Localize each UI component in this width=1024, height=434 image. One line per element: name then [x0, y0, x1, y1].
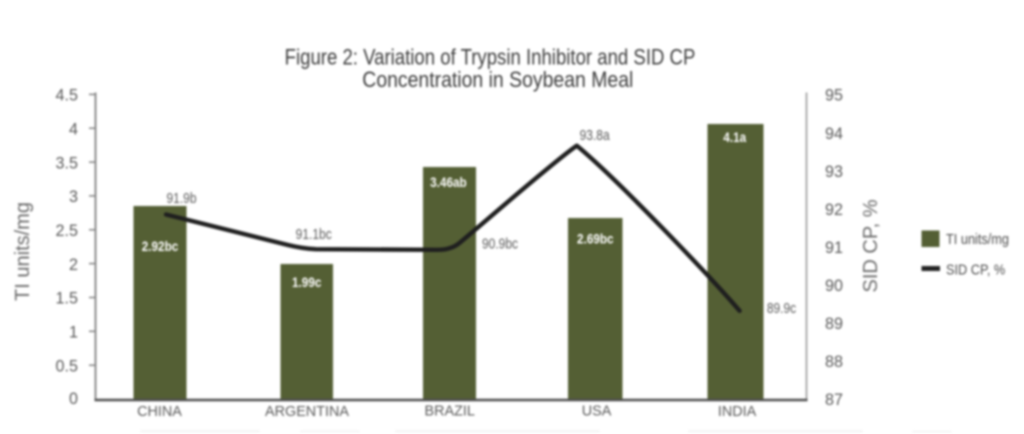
- svg-text:2.69bc: 2.69bc: [577, 232, 614, 247]
- svg-text:INDIA: INDIA: [718, 404, 757, 420]
- svg-text:SID CP, %: SID CP, %: [946, 260, 1005, 277]
- svg-text:3: 3: [69, 187, 78, 206]
- svg-text:2.92bc: 2.92bc: [142, 239, 179, 254]
- svg-text:4: 4: [69, 119, 78, 138]
- svg-text:CHINA: CHINA: [137, 404, 182, 420]
- svg-text:95: 95: [825, 85, 843, 104]
- svg-text:TI units/mg: TI units/mg: [12, 202, 34, 301]
- svg-text:87: 87: [825, 390, 843, 409]
- svg-text:94: 94: [825, 123, 843, 142]
- svg-text:91.9b: 91.9b: [166, 190, 196, 207]
- svg-text:TI units/mg: TI units/mg: [946, 230, 1009, 247]
- svg-text:93: 93: [825, 161, 843, 180]
- svg-text:90.9bc: 90.9bc: [482, 235, 518, 252]
- svg-text:USA: USA: [582, 403, 612, 419]
- svg-text:4.5: 4.5: [56, 85, 78, 104]
- svg-text:91: 91: [825, 238, 843, 257]
- svg-text:0.5: 0.5: [56, 356, 78, 375]
- svg-text:93.8a: 93.8a: [580, 127, 610, 144]
- svg-text:4.1a: 4.1a: [723, 130, 747, 145]
- svg-text:89.9c: 89.9c: [767, 300, 797, 317]
- svg-text:89: 89: [825, 314, 843, 333]
- svg-text:3.5: 3.5: [56, 153, 78, 172]
- svg-text:2: 2: [69, 254, 78, 273]
- svg-text:Figure 2: Variation of Trypsin: Figure 2: Variation of Trypsin Inhibitor…: [285, 46, 696, 70]
- svg-text:88: 88: [825, 352, 843, 371]
- svg-text:91.1bc: 91.1bc: [296, 226, 332, 243]
- svg-text:BRAZIL: BRAZIL: [425, 403, 475, 419]
- svg-text:92: 92: [825, 200, 843, 219]
- svg-text:3.46ab: 3.46ab: [430, 175, 467, 190]
- svg-text:1.99c: 1.99c: [292, 275, 321, 290]
- svg-text:0: 0: [69, 389, 78, 408]
- svg-text:1.5: 1.5: [56, 288, 78, 307]
- svg-text:2.5: 2.5: [56, 221, 78, 240]
- svg-text:SID CP, %: SID CP, %: [860, 199, 882, 292]
- svg-text:90: 90: [825, 276, 843, 295]
- svg-text:1: 1: [69, 322, 78, 341]
- svg-text:ARGENTINA: ARGENTINA: [265, 404, 349, 420]
- svg-text:Concentration in Soybean Meal: Concentration in Soybean Meal: [362, 68, 633, 92]
